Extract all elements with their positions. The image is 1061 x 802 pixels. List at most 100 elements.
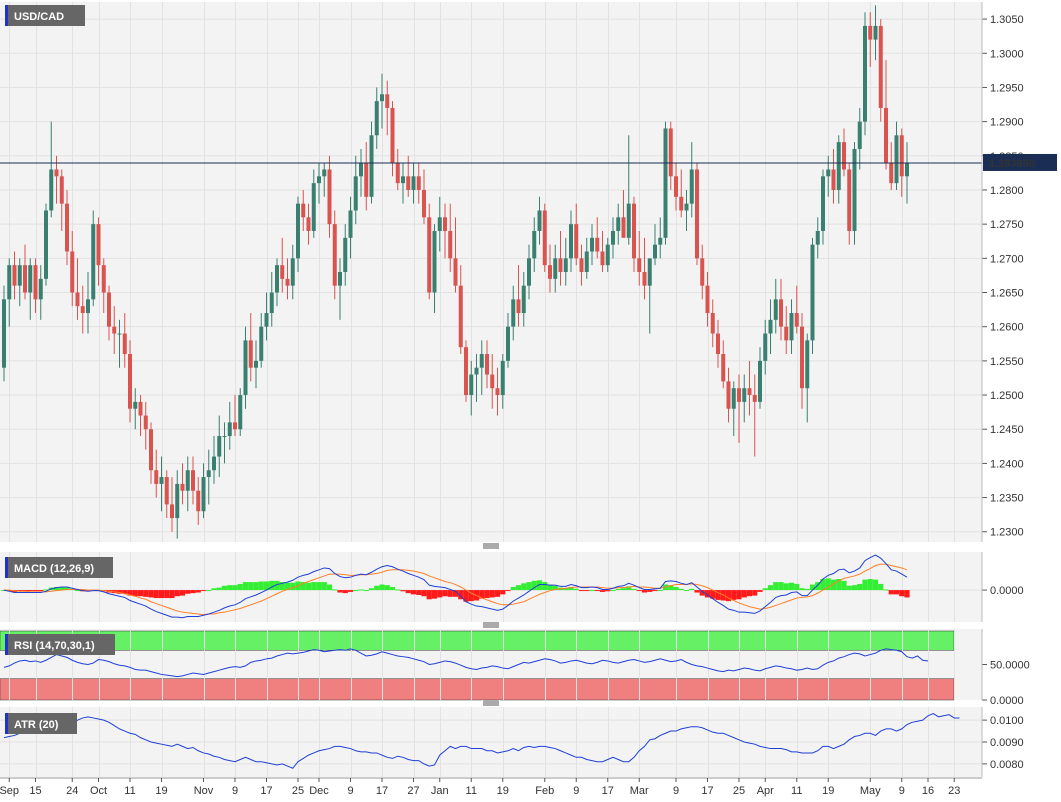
candlestick <box>185 456 190 512</box>
macd-histogram-bar <box>300 582 306 591</box>
candle-body-down <box>668 128 673 177</box>
candlestick <box>616 203 621 245</box>
candle-body-up <box>894 135 899 184</box>
price-y-tick-label: 1.2300 <box>990 527 1024 539</box>
macd-histogram-bar <box>746 590 753 597</box>
pane-resize-handle[interactable] <box>482 700 500 706</box>
time-axis-label: 25 <box>733 785 745 797</box>
macd-y-axis: 0.0000 <box>981 552 1024 622</box>
macd-histogram-bar <box>206 590 212 592</box>
candlestick <box>469 360 474 416</box>
candlestick <box>44 203 48 286</box>
candlestick <box>311 169 316 238</box>
time-axis-label: Oct <box>90 785 107 797</box>
candle-body-up <box>532 230 537 259</box>
macd-histogram-bar <box>578 590 585 592</box>
time-axis-label: Mar <box>630 785 649 797</box>
candle-body-up <box>773 299 778 320</box>
price-y-tick-label: 1.2600 <box>990 322 1024 334</box>
candle-body-down <box>794 313 799 327</box>
macd-histogram-bar <box>353 590 359 592</box>
price-y-tick-label: 1.2550 <box>990 356 1024 368</box>
candlestick <box>427 203 432 300</box>
candle-body-down <box>128 354 132 409</box>
price-pane-label[interactable]: USD/CAD <box>5 5 85 26</box>
candle-body-up <box>663 128 668 238</box>
candlestick <box>516 265 521 327</box>
candlestick <box>868 12 873 67</box>
macd-histogram-bar <box>127 590 133 596</box>
candle-body-down <box>716 333 720 355</box>
candlestick <box>647 258 652 334</box>
macd-histogram-bar <box>358 589 364 591</box>
macd-histogram-bar <box>794 583 800 591</box>
macd-histogram-bar <box>515 585 522 591</box>
pane-resize-handle[interactable] <box>482 543 500 549</box>
candle-body-down <box>600 251 605 266</box>
candle-body-down <box>448 230 453 259</box>
candle-body-down <box>164 477 169 505</box>
candlestick <box>364 142 369 211</box>
candle-body-up <box>217 436 222 457</box>
candle-body-up <box>569 224 573 259</box>
macd-histogram-bar <box>563 588 569 591</box>
price-y-tick-label: 1.2400 <box>990 458 1024 470</box>
candle-body-down <box>196 490 201 512</box>
candle-body-down <box>143 415 148 430</box>
candlestick <box>474 354 479 402</box>
candle-body-down <box>301 203 306 218</box>
rsi-pane-label[interactable]: RSI (14,70,30,1) <box>5 634 115 655</box>
macd-histogram-bar <box>489 590 495 598</box>
price-pane-label-accent <box>5 5 8 26</box>
candlestick <box>658 217 663 259</box>
candlestick <box>227 401 232 450</box>
macd-histogram-bar <box>521 583 527 591</box>
candle-body-up <box>254 360 258 368</box>
rsi-indicator-name: RSI (14,70,30,1) <box>14 640 95 652</box>
time-axis-label: 9 <box>673 785 679 797</box>
macd-histogram-bar <box>594 590 600 592</box>
candle-body-down <box>458 285 463 348</box>
price-pane-label-background <box>5 5 85 26</box>
price-pane-background <box>0 2 982 542</box>
macd-histogram-bar <box>242 582 249 591</box>
candlestick <box>852 142 857 245</box>
price-pane: 1.30501.30001.29501.29001.28501.28001.27… <box>0 2 1057 549</box>
macd-histogram-bar <box>248 582 254 591</box>
candle-body-down <box>122 333 127 355</box>
candle-body-up <box>789 313 794 341</box>
macd-histogram-bar <box>783 583 789 591</box>
candlestick <box>653 224 657 266</box>
atr-y-tick-label: 0.0090 <box>990 737 1024 749</box>
candlestick <box>464 340 468 402</box>
macd-pane: 0.0000 MACD (12,26,9) <box>0 552 1024 628</box>
rsi-y-tick-label: 50.0000 <box>990 660 1030 672</box>
macd-pane-label[interactable]: MACD (12,26,9) <box>5 557 113 578</box>
candle-body-up <box>763 333 768 361</box>
macd-histogram-bar <box>137 590 144 597</box>
atr-pane-label[interactable]: ATR (20) <box>5 713 77 734</box>
candle-body-down <box>395 162 400 184</box>
time-axis-label: 9 <box>573 785 579 797</box>
time-axis-label: 23 <box>948 785 960 797</box>
pane-resize-handle[interactable] <box>482 622 500 628</box>
rsi-line <box>3 648 929 678</box>
candle-body-up <box>758 360 762 402</box>
macd-histogram-bar <box>368 588 375 591</box>
macd-histogram-bar <box>221 585 228 591</box>
candlestick <box>80 285 85 334</box>
macd-histogram-bar <box>164 590 170 599</box>
price-y-tick-label: 1.2650 <box>990 288 1024 300</box>
macd-histogram-bar <box>799 588 805 591</box>
rsi-overbought-band <box>0 630 955 651</box>
macd-histogram-bar <box>710 590 716 599</box>
candlestick <box>794 285 799 334</box>
candle-body-down <box>65 203 69 252</box>
candle-body-down <box>579 258 584 272</box>
candle-body-up <box>259 326 264 361</box>
candlestick <box>296 196 300 272</box>
candlestick <box>458 265 463 355</box>
candle-body-up <box>338 272 342 286</box>
macd-histogram-bar <box>179 590 186 596</box>
